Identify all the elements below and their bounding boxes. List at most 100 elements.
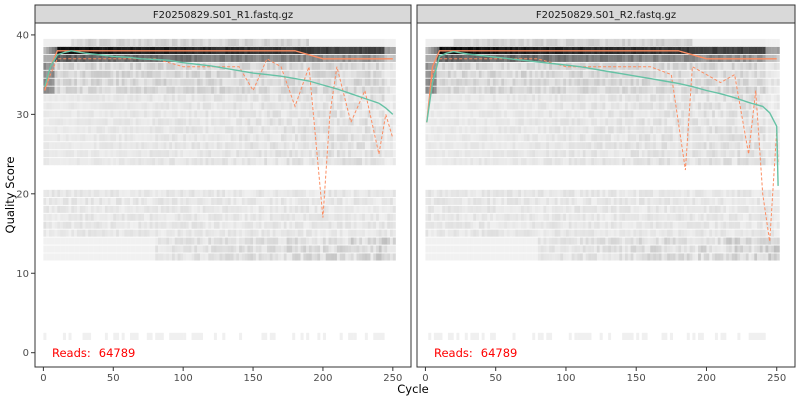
heat-cell <box>619 245 623 253</box>
heat-cell <box>588 78 592 86</box>
heat-cell <box>498 253 502 261</box>
heat-cell <box>281 150 285 158</box>
heat-cell <box>602 86 606 94</box>
heat-cell <box>588 205 592 213</box>
heat-cell <box>390 86 394 94</box>
heat-cell <box>328 126 332 134</box>
heat-cell <box>459 62 463 70</box>
heat-cell <box>79 189 83 197</box>
heat-cell <box>585 142 589 150</box>
heat-cell <box>62 229 66 237</box>
heat-cell <box>216 245 220 253</box>
heat-cell <box>563 142 567 150</box>
heat-cell <box>487 197 491 205</box>
heat-cell <box>180 142 184 150</box>
heat-cell <box>317 110 321 118</box>
heat-cell <box>155 110 159 118</box>
heat-cell <box>364 134 368 142</box>
heat-cell <box>529 229 533 237</box>
heat-cell <box>107 237 111 245</box>
heat-cell <box>183 102 187 110</box>
heat-cell <box>436 150 440 158</box>
heat-cell <box>258 38 262 47</box>
heat-cell <box>428 237 432 245</box>
heat-cell <box>450 197 454 205</box>
heat-cell <box>450 158 454 166</box>
heat-cell <box>292 62 296 70</box>
heat-cell <box>71 86 75 94</box>
heat-cell <box>43 221 47 229</box>
heat-cell <box>473 158 477 166</box>
panel-border-r1 <box>34 22 412 368</box>
heat-cell <box>591 62 595 70</box>
heat-cell <box>261 94 265 102</box>
heat-cell <box>166 134 170 142</box>
heat-cell <box>439 158 443 166</box>
heat-cell <box>384 150 388 158</box>
heat-cell <box>104 62 108 70</box>
heat-cell <box>250 205 254 213</box>
heat-cell <box>504 229 508 237</box>
heat-cell <box>378 118 382 126</box>
heat-cell <box>250 237 254 245</box>
heat-cell <box>264 189 268 197</box>
heat-cell <box>306 78 310 86</box>
heat-cell <box>390 189 394 197</box>
heat-cell <box>557 134 561 142</box>
heat-cell <box>447 110 451 118</box>
heat-cell <box>160 62 164 70</box>
heat-cell <box>439 150 443 158</box>
heat-cell <box>88 118 92 126</box>
heat-cell <box>205 150 209 158</box>
heat-cell <box>241 245 245 253</box>
heat-cell <box>197 253 201 261</box>
heat-cell <box>199 197 203 205</box>
heat-cell <box>599 94 603 102</box>
heat-cell <box>247 197 251 205</box>
heat-cell <box>520 237 524 245</box>
heat-cell <box>107 70 111 78</box>
heat-cell <box>428 134 432 142</box>
heat-cell <box>314 94 318 102</box>
heat-cell <box>222 38 226 47</box>
heat-cell <box>373 158 377 166</box>
heat-cell <box>501 94 505 102</box>
heat-cell <box>188 54 192 62</box>
heat-cell <box>239 62 243 70</box>
heat-cell <box>585 229 589 237</box>
heat-cell <box>311 221 315 229</box>
heat-cell <box>222 118 226 126</box>
heat-cell <box>163 54 167 62</box>
heat-cell <box>317 142 321 150</box>
heat-cell <box>300 110 304 118</box>
heat-cell <box>82 62 86 70</box>
heat-cell <box>283 221 287 229</box>
heat-cell <box>294 205 298 213</box>
heat-cell <box>300 150 304 158</box>
heat-cell <box>334 38 338 47</box>
heat-cell <box>439 189 443 197</box>
heat-cell <box>532 126 536 134</box>
heat-cell <box>199 134 203 142</box>
heat-cell <box>439 197 443 205</box>
heat-cell <box>390 134 394 142</box>
heat-cell <box>540 150 544 158</box>
heat-cell <box>297 229 301 237</box>
heat-cell <box>322 94 326 102</box>
heat-cell <box>110 229 114 237</box>
heat-cell <box>616 118 620 126</box>
heat-cell <box>74 110 78 118</box>
heat-cell <box>362 213 366 221</box>
heat-cell <box>594 213 598 221</box>
heat-cell <box>281 102 285 110</box>
heat-cell <box>255 86 259 94</box>
heat-cell <box>46 102 50 110</box>
heat-cell <box>158 62 161 70</box>
heat-cell <box>373 189 377 197</box>
heat-cell <box>504 86 508 94</box>
heat-cell <box>317 86 321 94</box>
heat-cell <box>208 142 212 150</box>
heat-cell <box>174 221 178 229</box>
heat-cell <box>450 229 454 237</box>
heat-cell <box>208 189 212 197</box>
